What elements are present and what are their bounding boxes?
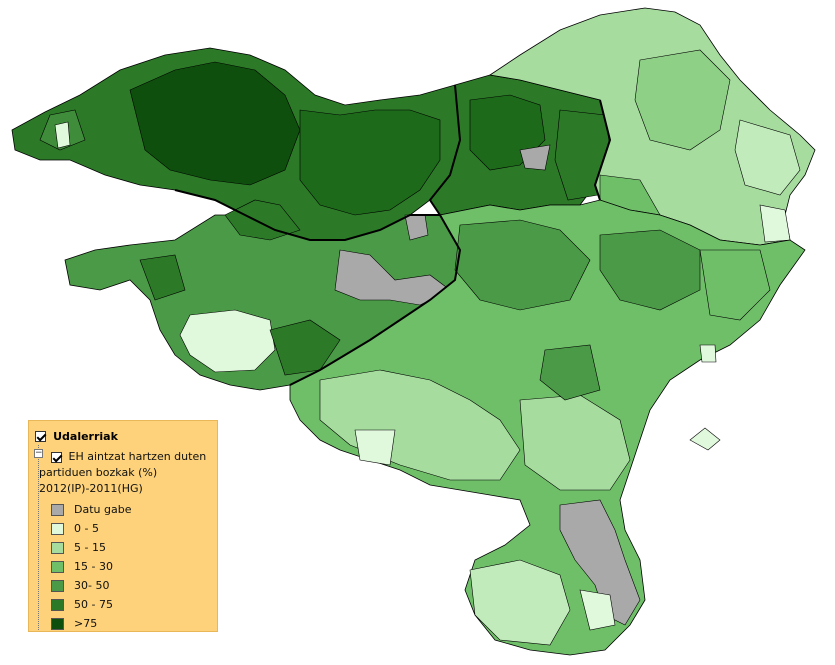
- legend-swatch: [51, 541, 64, 554]
- legend-item: 0 - 5: [51, 519, 131, 538]
- layer-title: Udalerriak: [53, 430, 118, 443]
- legend-label: Datu gabe: [74, 503, 132, 516]
- legend-label: 15 - 30: [74, 560, 113, 573]
- sublayer-title-line1: EH aintzat hartzen duten: [68, 450, 207, 463]
- tree-line: [38, 445, 39, 630]
- legend-swatch: [51, 560, 64, 573]
- legend-swatch: [51, 579, 64, 592]
- legend-label: 5 - 15: [74, 541, 106, 554]
- region-bizkaia: [11, 47, 471, 241]
- legend-item: 50 - 75: [51, 595, 131, 614]
- region-araba: [64, 199, 461, 391]
- legend-swatch: [51, 503, 64, 516]
- collapse-icon[interactable]: −: [34, 448, 43, 458]
- legend-swatch: [51, 522, 64, 535]
- legend-items: Datu gabe 0 - 5 5 - 15 15 - 30 30- 50 50 - 75…: [51, 500, 131, 633]
- legend-label: >75: [74, 617, 98, 630]
- map-legend: Udalerriak − EH aintzat hartzen duten pa…: [28, 420, 218, 632]
- region-iparralde: [488, 7, 816, 246]
- sublayer-title-line2: partiduen bozkak (%): [39, 466, 158, 479]
- layer-row-udalerriak: Udalerriak: [35, 426, 118, 443]
- sublayer-checkbox[interactable]: [51, 451, 62, 463]
- legend-item: 5 - 15: [51, 538, 131, 557]
- sublayer-title-line3: 2012(IP)-2011(HG): [39, 482, 143, 495]
- legend-item: >75: [51, 614, 131, 633]
- sublayer-row: EH aintzat hartzen duten partiduen bozka…: [39, 449, 207, 497]
- region-nafarroa: [289, 199, 806, 656]
- legend-label: 0 - 5: [74, 522, 99, 535]
- legend-item: Datu gabe: [51, 500, 131, 519]
- layer-checkbox[interactable]: [35, 431, 46, 442]
- legend-item: 15 - 30: [51, 557, 131, 576]
- province-borders: [174, 84, 612, 386]
- legend-item: 30- 50: [51, 576, 131, 595]
- legend-label: 30- 50: [74, 579, 110, 592]
- legend-swatch: [51, 617, 64, 630]
- region-gipuzkoa: [429, 74, 613, 216]
- legend-swatch: [51, 598, 64, 611]
- legend-label: 50 - 75: [74, 598, 113, 611]
